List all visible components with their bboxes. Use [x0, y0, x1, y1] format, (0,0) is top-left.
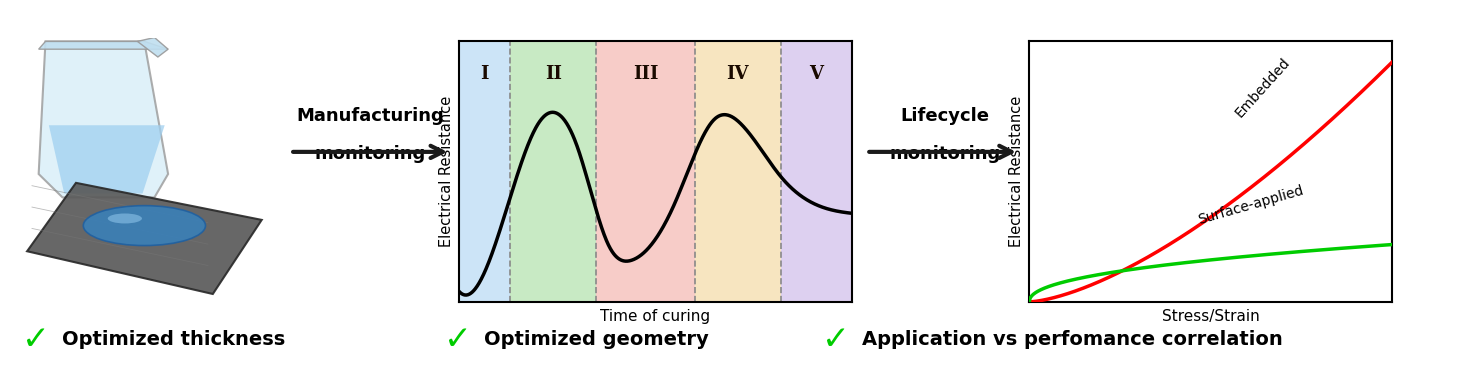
- Polygon shape: [39, 41, 169, 49]
- Text: Optimized thickness: Optimized thickness: [62, 330, 286, 349]
- Bar: [459, 41, 509, 302]
- Bar: [597, 41, 695, 302]
- Text: IV: IV: [727, 65, 749, 83]
- X-axis label: Stress/Strain: Stress/Strain: [1161, 309, 1260, 324]
- Polygon shape: [138, 38, 169, 57]
- Text: Embedded: Embedded: [1232, 55, 1293, 120]
- Text: Manufacturing: Manufacturing: [296, 107, 444, 125]
- Polygon shape: [27, 183, 262, 294]
- Y-axis label: Electrical Resistance: Electrical Resistance: [438, 96, 453, 247]
- Text: Lifecycle: Lifecycle: [900, 107, 989, 125]
- Text: Optimized geometry: Optimized geometry: [484, 330, 709, 349]
- Bar: [509, 41, 597, 302]
- Text: ✓: ✓: [22, 323, 50, 356]
- Text: monitoring: monitoring: [314, 145, 427, 163]
- Text: V: V: [809, 65, 823, 83]
- Text: III: III: [632, 65, 658, 83]
- Text: Application vs perfomance correlation: Application vs perfomance correlation: [862, 330, 1283, 349]
- Text: ✓: ✓: [444, 323, 472, 356]
- Text: I: I: [480, 65, 489, 83]
- Ellipse shape: [83, 206, 206, 246]
- Bar: [780, 41, 852, 302]
- FancyArrowPatch shape: [293, 146, 443, 158]
- Polygon shape: [39, 41, 169, 197]
- Text: ✓: ✓: [822, 323, 850, 356]
- FancyArrowPatch shape: [869, 146, 1012, 158]
- Text: II: II: [545, 65, 561, 83]
- X-axis label: Time of curing: Time of curing: [600, 309, 711, 324]
- Bar: [695, 41, 780, 302]
- Polygon shape: [49, 125, 164, 194]
- Ellipse shape: [108, 213, 142, 223]
- Text: monitoring: monitoring: [889, 145, 1001, 163]
- Y-axis label: Electrical Resistance: Electrical Resistance: [1009, 96, 1023, 247]
- Text: Surface-applied: Surface-applied: [1197, 183, 1305, 226]
